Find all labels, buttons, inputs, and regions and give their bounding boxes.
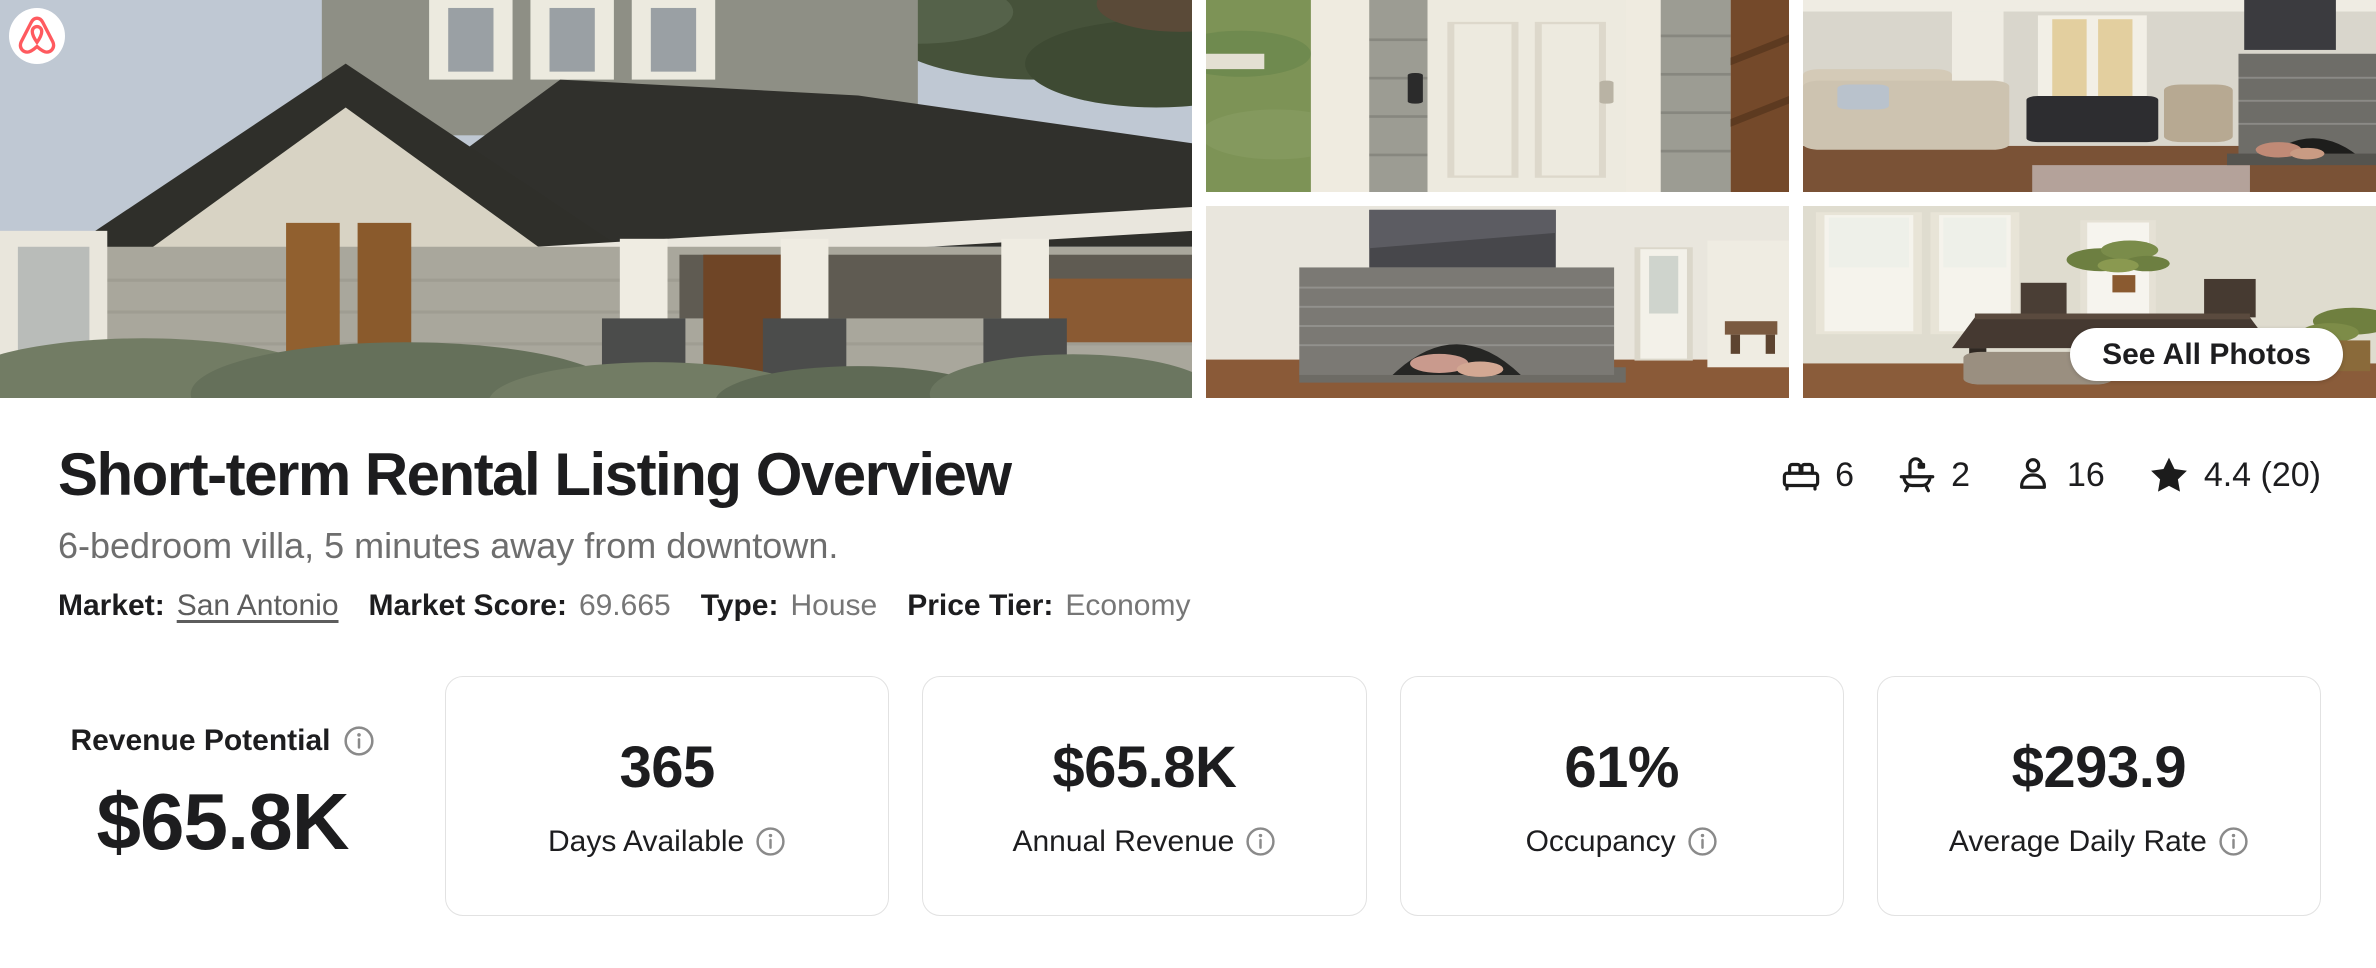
annual-revenue-label-row: Annual Revenue bbox=[1012, 825, 1276, 859]
revenue-potential-header: Revenue Potential bbox=[70, 724, 374, 758]
meta-price-tier: Price Tier: Economy bbox=[907, 588, 1190, 624]
meta-market-score-value: 69.665 bbox=[578, 589, 671, 622]
stat-bathrooms: 2 bbox=[1896, 454, 1970, 496]
meta-type: Type: House bbox=[701, 588, 878, 624]
average-daily-rate-label-row: Average Daily Rate bbox=[1949, 825, 2249, 859]
meta-market-score: Market Score: 69.665 bbox=[369, 588, 671, 624]
average-daily-rate-label: Average Daily Rate bbox=[1948, 824, 2207, 858]
stat-guests-value: 16 bbox=[2066, 455, 2105, 494]
stat-bedrooms: 6 bbox=[1780, 454, 1854, 496]
stat-rating-value: 4.4 (20) bbox=[2203, 455, 2321, 494]
days-available-label: Days Available bbox=[548, 824, 745, 858]
guests-icon bbox=[2020, 458, 2046, 489]
living-room-art bbox=[1803, 0, 2376, 192]
occupancy-value: 61% bbox=[1564, 734, 1679, 800]
info-icon[interactable] bbox=[1687, 826, 1718, 857]
average-daily-rate-value: $293.9 bbox=[2011, 734, 2187, 800]
kpi-card-days-available: 365 Days Available bbox=[445, 676, 890, 916]
listing-stats: 6 2 16 bbox=[1780, 453, 2321, 497]
fireplace-art bbox=[1206, 206, 1789, 398]
stat-bathrooms-value: 2 bbox=[1951, 455, 1970, 494]
photo-fireplace[interactable] bbox=[1206, 206, 1789, 398]
annual-revenue-value: $65.8K bbox=[1052, 734, 1237, 800]
dining-room-art bbox=[1803, 206, 2376, 398]
photo-house-exterior[interactable] bbox=[0, 0, 1192, 398]
listing-header: Short-term Rental Listing Overview 6 bbox=[58, 438, 2321, 624]
entry-door-art bbox=[1206, 0, 1789, 192]
days-available-label-row: Days Available bbox=[548, 825, 786, 859]
star-icon bbox=[2150, 457, 2187, 492]
stat-rating: 4.4 (20) bbox=[2147, 453, 2321, 497]
meta-price-tier-label: Price Tier: bbox=[907, 589, 1054, 622]
airbnb-logo-icon bbox=[18, 16, 56, 54]
revenue-potential-value: $65.8K bbox=[96, 777, 350, 866]
meta-market-label: Market: bbox=[58, 589, 165, 622]
meta-type-value: House bbox=[790, 589, 878, 622]
photo-dining-room[interactable] bbox=[1803, 206, 2376, 398]
stat-bedrooms-value: 6 bbox=[1835, 455, 1855, 494]
occupancy-label: Occupancy bbox=[1525, 824, 1676, 858]
bed-icon bbox=[1782, 462, 1820, 491]
see-all-photos-button[interactable]: See All Photos bbox=[2070, 328, 2343, 381]
info-icon[interactable] bbox=[1245, 826, 1276, 857]
photo-living-room[interactable] bbox=[1803, 0, 2376, 192]
occupancy-label-row: Occupancy bbox=[1526, 825, 1718, 859]
kpi-card-occupancy: 61% Occupancy bbox=[1399, 676, 1844, 916]
revenue-potential-block: Revenue Potential $65.8K bbox=[0, 676, 445, 916]
stat-guests: 16 bbox=[2012, 454, 2105, 496]
info-icon[interactable] bbox=[343, 725, 375, 757]
kpi-card-average-daily-rate: $293.9 Average Daily Rate bbox=[1876, 676, 2321, 916]
meta-price-tier-value: Economy bbox=[1065, 589, 1191, 622]
house-exterior-art bbox=[0, 0, 1192, 398]
meta-type-label: Type: bbox=[700, 589, 779, 622]
market-link[interactable]: San Antonio bbox=[176, 589, 339, 622]
bath-icon bbox=[1899, 457, 1935, 493]
airbnb-logo[interactable] bbox=[9, 8, 65, 64]
kpi-cards: 365 Days Available $65.8K Annual Revenue bbox=[445, 676, 2321, 916]
photo-gallery: See All Photos bbox=[0, 0, 2376, 398]
revenue-potential-label: Revenue Potential bbox=[70, 724, 331, 757]
listing-subtitle: 6-bedroom villa, 5 minutes away from dow… bbox=[58, 525, 839, 566]
meta-market: Market: San Antonio bbox=[58, 588, 339, 624]
info-icon[interactable] bbox=[2218, 826, 2249, 857]
kpi-section: Revenue Potential $65.8K 365 Days Availa… bbox=[0, 676, 2321, 916]
meta-market-score-label: Market Score: bbox=[368, 589, 567, 622]
page-title: Short-term Rental Listing Overview bbox=[58, 441, 1012, 508]
photo-entry-door[interactable] bbox=[1206, 0, 1789, 192]
listing-meta: Market: San Antonio Market Score: 69.665… bbox=[58, 588, 2321, 624]
kpi-card-annual-revenue: $65.8K Annual Revenue bbox=[922, 676, 1367, 916]
info-icon[interactable] bbox=[755, 826, 786, 857]
annual-revenue-label: Annual Revenue bbox=[1012, 824, 1235, 858]
days-available-value: 365 bbox=[619, 734, 715, 800]
